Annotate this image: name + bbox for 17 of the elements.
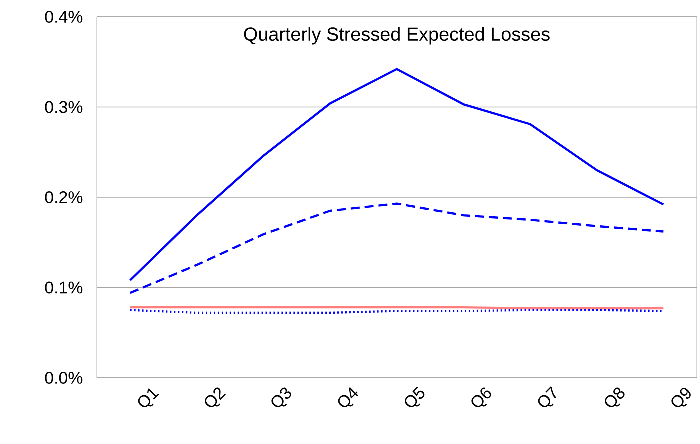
y-tick-label: 0.0% (45, 372, 83, 384)
x-tick-label: Q1 (138, 388, 160, 408)
x-tick-label: Q2 (205, 388, 226, 408)
y-tick-label: 0.4% (45, 10, 83, 23)
x-tick-label: Q3 (272, 388, 292, 408)
x-tick-label: Q5 (405, 386, 425, 408)
y-tick-label: 0.1% (45, 282, 83, 294)
x-tick-label: Q4 (338, 387, 358, 408)
text: Quarterly Stressed Expected Losses (244, 27, 550, 45)
line-series (129, 68, 665, 282)
line-series (129, 202, 665, 294)
x-tick-label: Q8 (605, 388, 625, 408)
y-tick-label: 0.2% (45, 191, 83, 204)
y-tick-label: 0.3% (45, 101, 83, 114)
x-tick-label: Q6 (472, 388, 492, 408)
x-tick-label: Q9 (672, 388, 691, 408)
x-tick-label: Q7 (538, 386, 556, 408)
